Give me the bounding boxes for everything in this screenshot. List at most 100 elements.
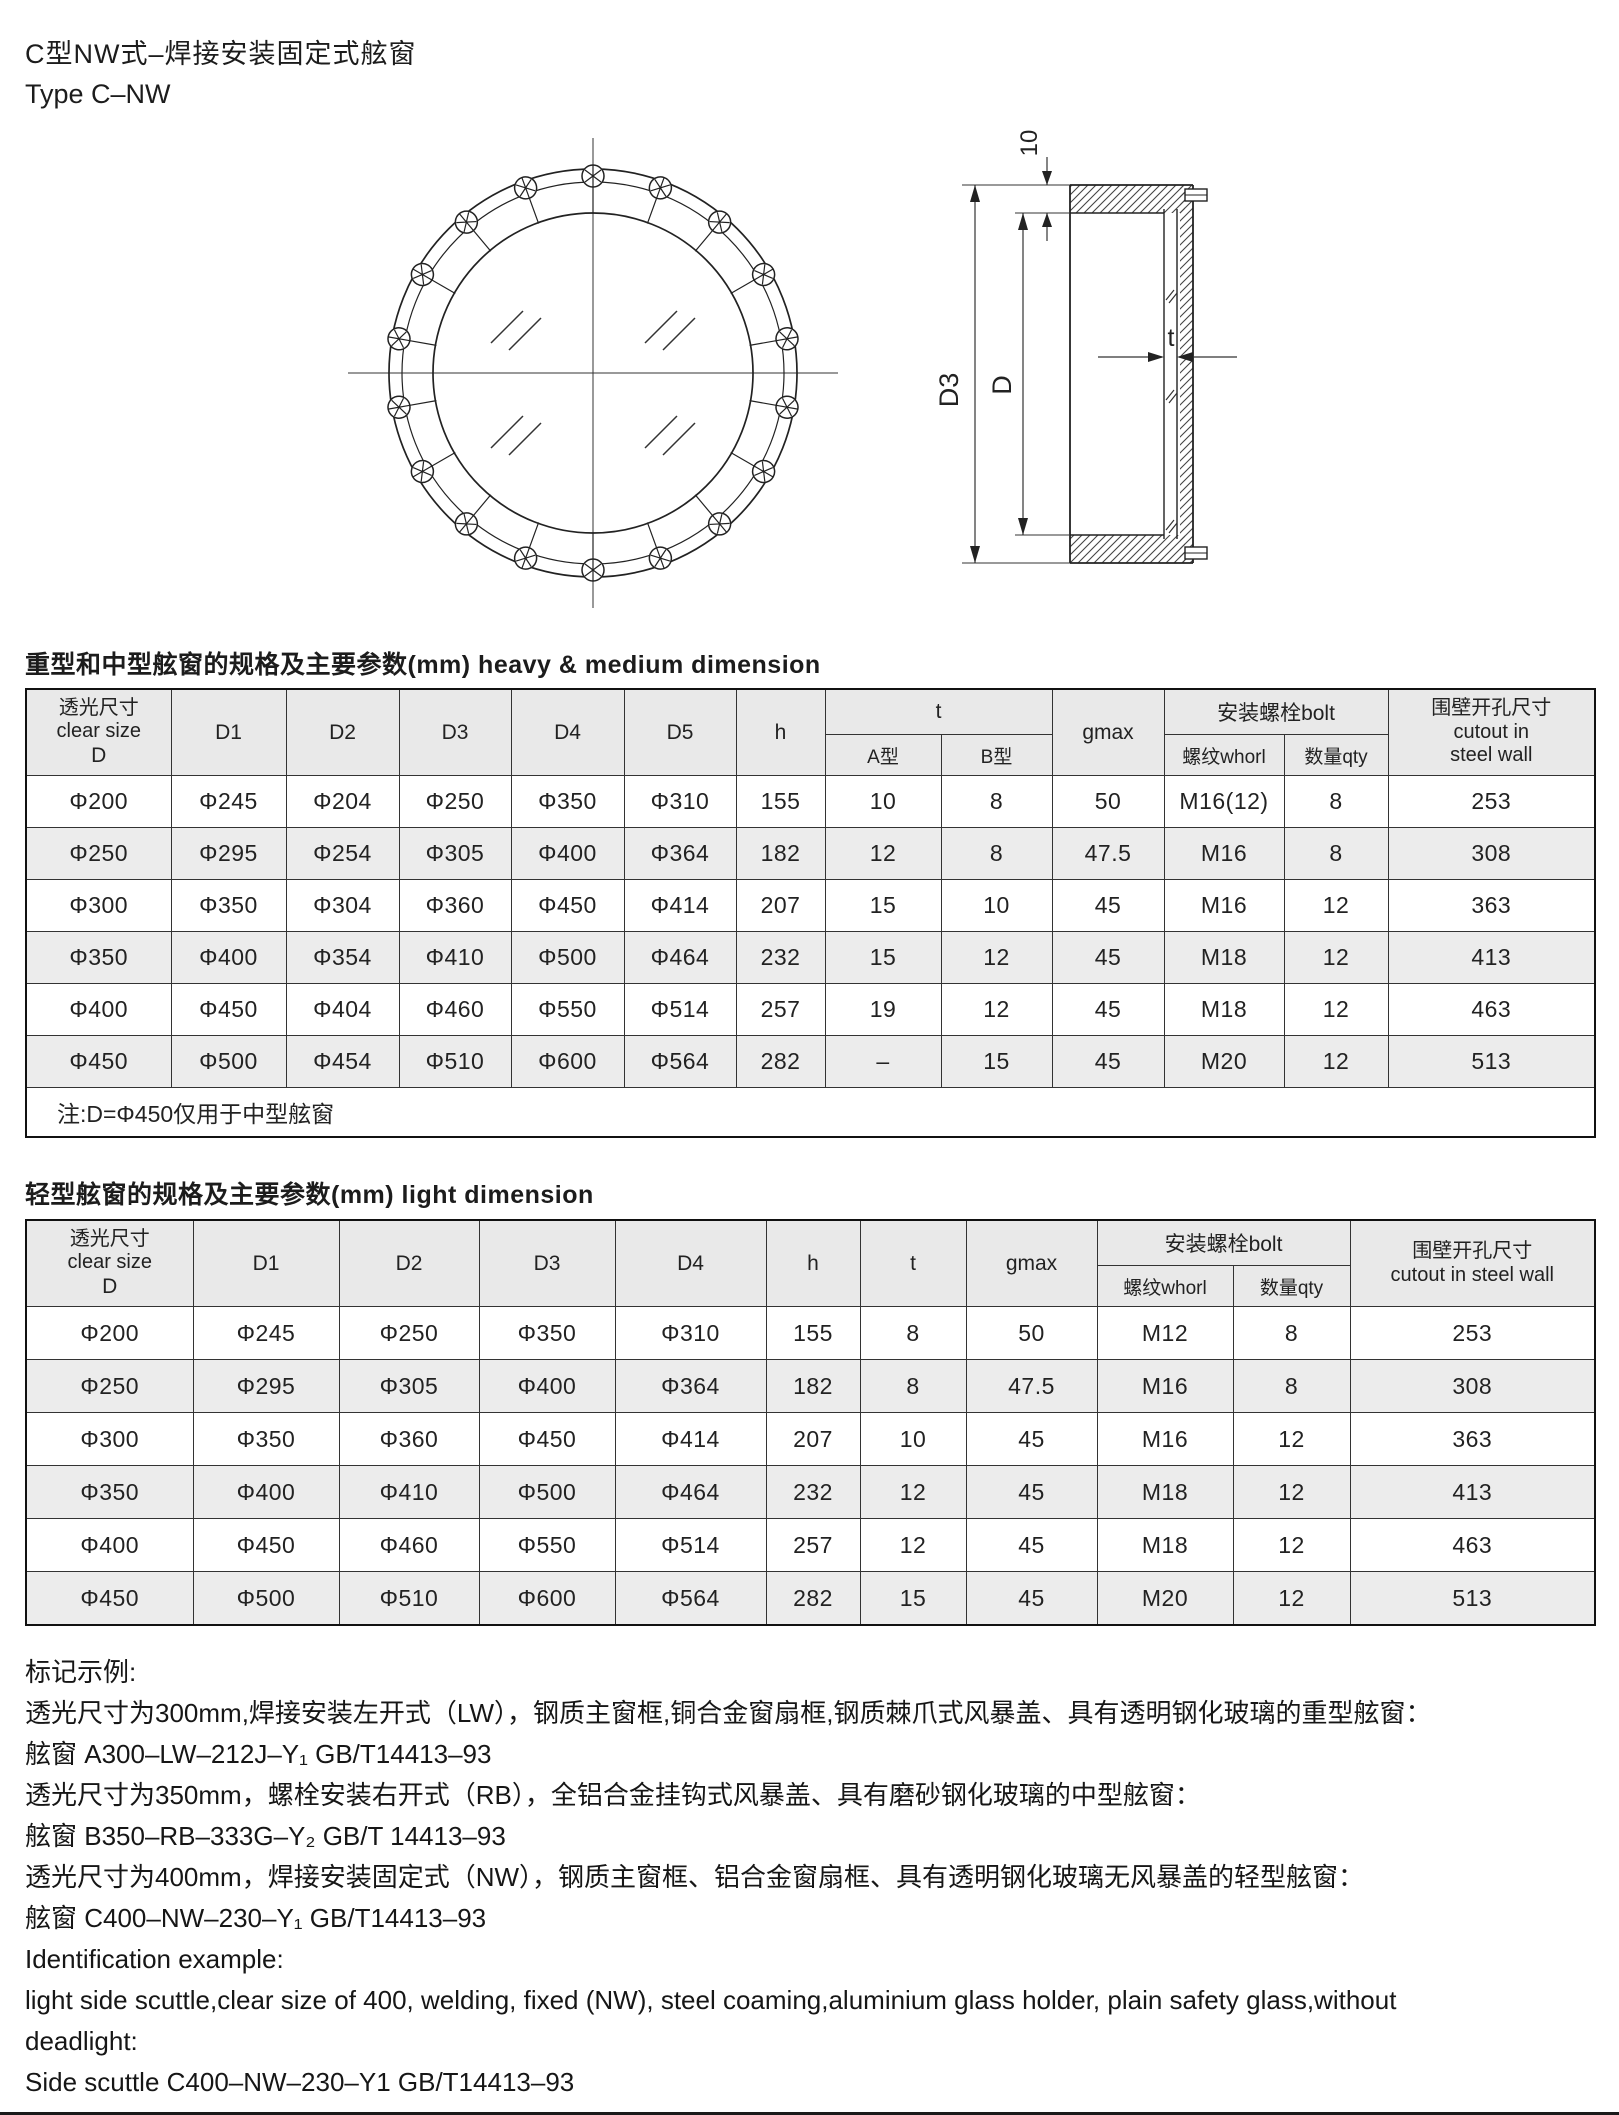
page-bottom-edge	[0, 2112, 1619, 2115]
cell: 12	[1283, 983, 1389, 1036]
cell: 45	[965, 1465, 1098, 1519]
cell: 232	[735, 931, 826, 984]
cell: Φ600	[510, 1035, 625, 1088]
table-row: Φ450 Φ500 Φ454 Φ510 Φ600 Φ564 282–15 45 M20 12 513	[25, 1035, 1596, 1088]
table-row: Φ400 Φ450 Φ460 Φ550 Φ514 257 12 45 M18 12 463	[25, 1518, 1596, 1572]
col-header-h: h	[735, 688, 826, 776]
cell: 12	[1283, 879, 1389, 932]
cell: Φ414	[623, 879, 737, 932]
cell: Φ250	[25, 827, 172, 880]
cell: 12	[859, 1465, 967, 1519]
clear-size-cn: 透光尺寸	[58, 696, 139, 719]
dimension-label-10: 10	[1016, 130, 1043, 157]
cell: 413	[1387, 931, 1596, 984]
dimension-d3: D3	[934, 184, 1070, 564]
front-view-drawing	[348, 138, 838, 608]
stud-bolts	[1184, 188, 1208, 560]
cell: Φ400	[170, 931, 287, 984]
table-row: Φ300 Φ350 Φ360 Φ450 Φ414 207 10 45 M16 12 363	[25, 1412, 1596, 1466]
cell: 12	[1283, 931, 1389, 984]
light-table: 透光尺寸 clear size D D1 D2 D3 D4 h t gmax 安…	[25, 1219, 1597, 1626]
table-row: Φ450 Φ500 Φ510 Φ600 Φ564 282 15 45 M20 12 513	[25, 1571, 1596, 1626]
dimension-label-t: t	[1168, 324, 1175, 352]
cell: Φ360	[398, 879, 512, 932]
cell: Φ460	[338, 1518, 480, 1572]
col-header-d2: D2	[285, 688, 400, 776]
cell: Φ564	[623, 1035, 737, 1088]
cell: Φ464	[623, 931, 737, 984]
cell: 10	[859, 1412, 967, 1466]
cell: 12	[1232, 1465, 1351, 1519]
cell: 155	[765, 1306, 861, 1360]
cell: Φ500	[170, 1035, 287, 1088]
cell: M16	[1163, 827, 1285, 880]
cell: 15	[940, 1035, 1053, 1088]
cell: Φ414	[614, 1412, 767, 1466]
cell: Φ454	[285, 1035, 400, 1088]
example-line: Identification example:	[25, 1944, 284, 1974]
cell: Φ250	[338, 1306, 480, 1360]
clear-size-cn: 透光尺寸	[69, 1227, 150, 1250]
cell: Φ350	[170, 879, 287, 932]
col-header-t-type-a: A型	[824, 734, 942, 776]
cell: Φ350	[478, 1306, 616, 1360]
cell: Φ204	[285, 775, 400, 828]
table-row: Φ350 Φ400 Φ410 Φ500 Φ464 232 12 45 M18 12 413	[25, 1465, 1596, 1519]
cell: 257	[765, 1518, 861, 1572]
cell: Φ450	[170, 983, 287, 1036]
cell: 513	[1387, 1035, 1596, 1088]
title-block: C型NW式–焊接安装固定式舷窗 Type C–NW	[25, 34, 417, 114]
col-header-whorl: 螺纹whorl	[1096, 1265, 1234, 1307]
heavy-medium-table: 透光尺寸 clear size D D1 D2 D3 D4 D5 h t gma…	[25, 688, 1597, 1138]
cell: Φ245	[192, 1306, 340, 1360]
cell: 45	[965, 1412, 1098, 1466]
cell: 12	[1232, 1412, 1351, 1466]
table-row: Φ250 Φ295 Φ254 Φ305 Φ400 Φ364 182 12 8 47.5 M16 8 30…	[25, 827, 1596, 880]
cell: 45	[965, 1518, 1098, 1572]
cell: Φ514	[623, 983, 737, 1036]
cell: 413	[1349, 1465, 1596, 1519]
table-row: Φ200 Φ245 Φ204 Φ250 Φ350 Φ310 155 10 8 50 M16(12) 8…	[25, 775, 1596, 828]
cell: 8	[940, 775, 1053, 828]
table-row: Φ200 Φ245 Φ250 Φ350 Φ310 155 8 50 M12 8 253	[25, 1306, 1596, 1360]
glass-pane	[1163, 209, 1178, 539]
cell: 8	[1232, 1306, 1351, 1360]
cell: 253	[1387, 775, 1596, 828]
col-header-d5: D5	[623, 688, 737, 776]
cell: Φ600	[478, 1571, 616, 1626]
cell: 47.5	[965, 1359, 1098, 1413]
cell: 207	[765, 1412, 861, 1466]
cell: 308	[1387, 827, 1596, 880]
example-line: 舷窗 B350–RB–333G–Y₂ GB/T 14413–93	[25, 1821, 506, 1851]
table-row: Φ250 Φ295 Φ305 Φ400 Φ364 182 8 47.5 M16 8 308	[25, 1359, 1596, 1413]
col-header-bolt: 安装螺栓bolt	[1096, 1219, 1351, 1266]
cell: 363	[1349, 1412, 1596, 1466]
cell: –	[824, 1035, 942, 1088]
cell: Φ510	[398, 1035, 512, 1088]
cell: 12	[859, 1518, 967, 1572]
col-header-qty: 数量qty	[1283, 734, 1389, 776]
dimension-t: t	[1098, 324, 1237, 362]
identification-example-block: 标记示例: 透光尺寸为300mm,焊接安装左开式（LW），钢质主窗框,铜合金窗扇框…	[25, 1652, 1600, 2103]
example-line: 舷窗 A300–LW–212J–Y₁ GB/T14413–93	[25, 1739, 492, 1769]
cell: 45	[1051, 1035, 1165, 1088]
light-table-caption: 轻型舷窗的规格及主要参数(mm) light dimension	[25, 1181, 594, 1209]
table-row: Φ400 Φ450 Φ404 Φ460 Φ550 Φ514 257 19 12 45 M18 12 46…	[25, 983, 1596, 1036]
cell: M12	[1096, 1306, 1234, 1360]
cell: Φ305	[338, 1359, 480, 1413]
cell: Φ300	[25, 1412, 194, 1466]
col-header-clear-size: 透光尺寸 clear size D	[25, 688, 172, 776]
cell: 232	[765, 1465, 861, 1519]
col-header-whorl: 螺纹whorl	[1163, 734, 1285, 776]
cell: 45	[965, 1571, 1098, 1626]
cell: 50	[1051, 775, 1165, 828]
cell: Φ564	[614, 1571, 767, 1626]
cell: 12	[1232, 1571, 1351, 1626]
cell: Φ305	[398, 827, 512, 880]
cell: Φ510	[338, 1571, 480, 1626]
col-header-d3: D3	[398, 688, 512, 776]
cell: M18	[1096, 1518, 1234, 1572]
cell: Φ304	[285, 879, 400, 932]
col-header-d1: D1	[192, 1219, 340, 1307]
